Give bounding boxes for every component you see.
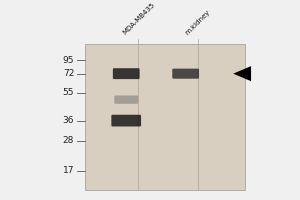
Text: MDA-MB435: MDA-MB435 [122,2,156,36]
Polygon shape [233,66,251,81]
FancyBboxPatch shape [85,44,245,190]
FancyBboxPatch shape [111,115,141,126]
FancyBboxPatch shape [114,95,138,104]
Text: m.kidney: m.kidney [184,9,212,36]
Text: 95: 95 [63,56,74,65]
Text: 72: 72 [63,69,74,78]
FancyBboxPatch shape [172,69,199,79]
FancyBboxPatch shape [113,68,140,79]
Text: 55: 55 [63,88,74,97]
Text: 17: 17 [63,166,74,175]
Text: 36: 36 [63,116,74,125]
Text: 28: 28 [63,136,74,145]
